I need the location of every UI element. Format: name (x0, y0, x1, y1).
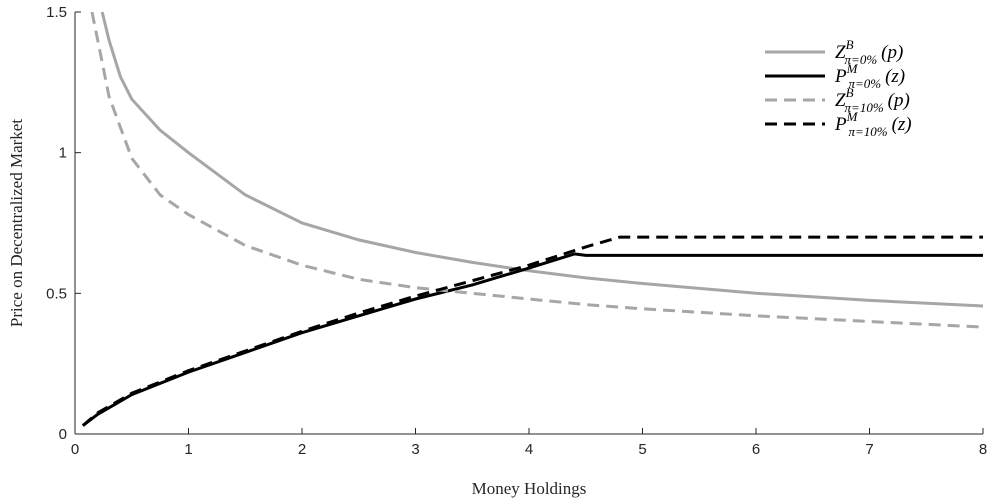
legend-sup: M (846, 61, 859, 76)
x-tick-label: 0 (71, 441, 79, 458)
legend-sup: M (846, 109, 859, 124)
legend-arg: (p) (888, 90, 910, 111)
x-tick-label: 6 (752, 441, 760, 458)
y-tick-label: 1.5 (46, 4, 67, 21)
legend-base: Z (835, 42, 846, 63)
legend-sup: B (846, 85, 854, 100)
series-line (100, 12, 983, 308)
legend-base: P (834, 66, 847, 87)
series-line (81, 235, 983, 427)
x-tick-label: 1 (184, 441, 192, 458)
x-tick-label: 3 (411, 441, 419, 458)
legend-label: PM π=10% (z) (834, 109, 912, 139)
legend-label: ZB π=10% (p) (835, 85, 910, 115)
x-tick-label: 5 (638, 441, 646, 458)
legend-base: P (834, 114, 847, 135)
legend-arg: (p) (881, 42, 903, 63)
legend-sub: π=10% (848, 124, 887, 139)
x-tick-label: 7 (865, 441, 873, 458)
plot-area (81, 12, 983, 427)
y-axis-label: Price on Decentralized Market (7, 119, 26, 327)
x-tick-label: 8 (979, 441, 987, 458)
legend-arg: (z) (885, 66, 905, 87)
y-tick-label: 0.5 (46, 285, 67, 302)
legend-sub: π=10% (845, 100, 884, 115)
x-tick-label: 2 (298, 441, 306, 458)
series-line (81, 252, 983, 427)
legend-sup: B (846, 37, 854, 52)
legend-base: Z (835, 90, 846, 111)
y-tick-label: 1 (59, 145, 67, 162)
legend-label: PM π=0% (z) (834, 61, 905, 91)
legend-sub: π=0% (848, 76, 881, 91)
legend-arg: (z) (892, 114, 912, 135)
y-tick-label: 0 (59, 426, 67, 443)
legend-sub: π=0% (845, 52, 878, 67)
x-tick-label: 4 (525, 441, 533, 458)
x-axis-label: Money Holdings (472, 479, 587, 498)
legend-label: ZB π=0% (p) (835, 37, 903, 67)
